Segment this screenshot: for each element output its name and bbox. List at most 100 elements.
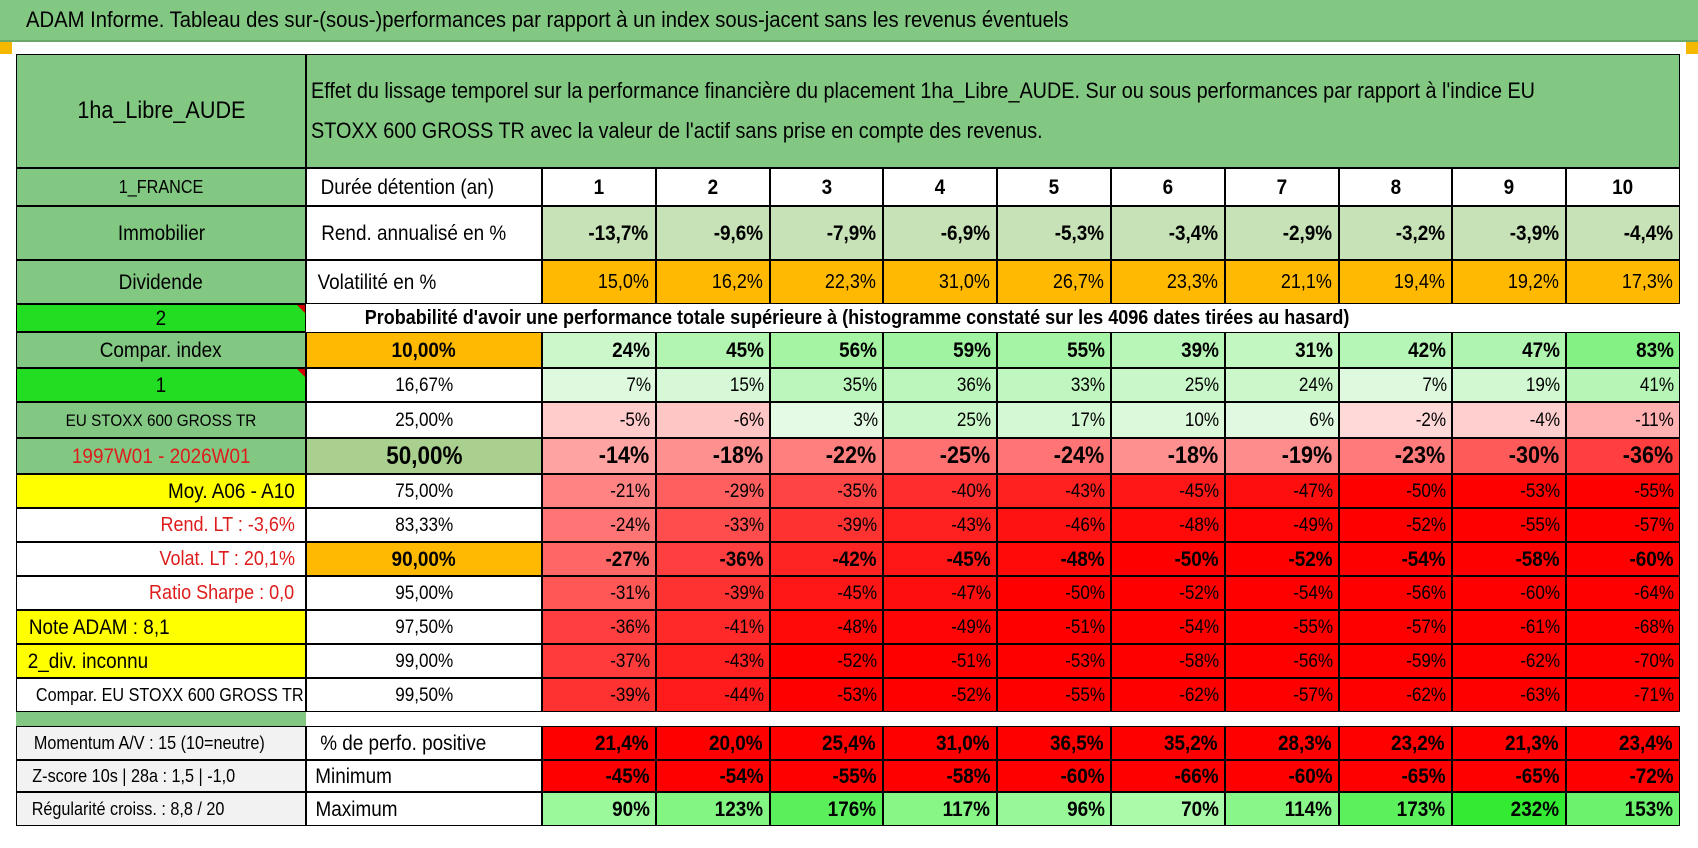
quantile-value: -52% [883,678,997,712]
rend-value-text: -3,4% [1168,221,1219,245]
stats-value-text: -54% [719,764,764,788]
stats-value: 20,0% [656,726,770,760]
year-header: 5 [997,168,1111,206]
quantile-value-text: -42% [832,547,877,571]
duree-label-text: Durée détention (an) [320,175,494,199]
quantile-label: 10,00% [306,332,542,368]
vol-value-text: 23,3% [1167,271,1219,293]
left-label-4-text: Compar. index [100,338,222,362]
quantile-value-text: 41% [1639,374,1675,396]
rend-value-text: -9,6% [713,221,764,245]
year-header: 7 [1225,168,1339,206]
quantile-value-text: -62% [1405,684,1446,706]
quantile-value: -37% [542,644,656,678]
vol-value-text: 21,1% [1281,271,1333,293]
left-label-4: Compar. index [16,332,306,368]
quantile-label-text: 50,00% [385,441,463,470]
quantile-value-text: -36% [1622,442,1674,469]
quantile-value: -70% [1566,644,1680,678]
stats-value: 70% [1111,792,1225,826]
quantile-label-text: 25,00% [394,409,453,431]
rend-value: -4,4% [1566,206,1680,260]
quantile-label: 16,67% [306,368,542,402]
quantile-value-text: -6% [733,409,765,431]
quantile-value: -68% [1566,610,1680,644]
stats-value-text: 96% [1067,797,1105,821]
stats-value: 117% [883,792,997,826]
quantile-value-text: -52% [836,650,877,672]
rend-value-text: -2,9% [1282,221,1333,245]
quantile-value-text: 55% [1067,338,1105,362]
quantile-value: -46% [997,508,1111,542]
stats-value: -66% [1111,760,1225,792]
quantile-label: 25,00% [306,402,542,438]
left-label-10-text: Volat. LT : 20,1% [159,548,295,570]
rend-value-text: -4,4% [1623,221,1674,245]
vol-label-text: Volatilité en % [317,270,437,294]
quantile-value: 83% [1566,332,1680,368]
stats-value: -65% [1452,760,1566,792]
quantile-value-text: -52% [1288,547,1333,571]
rend-value: -3,9% [1452,206,1566,260]
left-label-8: Moy. A06 - A10 [16,474,306,508]
stats-value-text: 20,0% [709,731,764,755]
quantile-value-text: -71% [1633,684,1674,706]
left-label-0-text: 1_FRANCE [118,177,204,197]
quantile-value-text: -56% [1292,650,1333,672]
year-header-text: 6 [1162,175,1174,199]
quantile-label-text: 10,00% [391,338,457,362]
quantile-value: -58% [1452,542,1566,576]
rend-value: -6,9% [883,206,997,260]
stats-value: -72% [1566,760,1680,792]
quantile-value-text: -52% [950,684,991,706]
quantile-value: -24% [542,508,656,542]
quantile-label-text: 97,50% [394,616,453,638]
quantile-value-text: -51% [1064,616,1105,638]
separator-bar [16,712,306,726]
stats-value-text: 36,5% [1050,731,1105,755]
year-header: 8 [1339,168,1452,206]
quantile-value-text: -14% [598,442,650,469]
rend-value-text: -6,9% [940,221,991,245]
stats-value-text: 232% [1510,797,1560,821]
year-header-text: 7 [1276,175,1288,199]
quantile-value-text: -63% [1519,684,1560,706]
quantile-value: -58% [1111,644,1225,678]
quantile-value-text: 24% [612,338,650,362]
stats-value: -60% [1225,760,1339,792]
left-label-8-text: Moy. A06 - A10 [168,479,295,503]
quantile-value: -43% [997,474,1111,508]
quantile-value-text: -61% [1519,616,1560,638]
quantile-value-text: 3% [852,409,878,431]
description-cell: Effet du lissage temporel sur la perform… [306,54,1680,168]
stats-label-text: % de perfo. positive [320,731,487,755]
left-label-2-text: Dividende [118,270,204,294]
quantile-value: -50% [997,576,1111,610]
quantile-value-text: -50% [1174,547,1219,571]
quantile-value: -6% [656,402,770,438]
quantile-value-text: -48% [1178,514,1219,536]
probability-title: Probabilité d'avoir une performance tota… [306,304,1680,332]
quantile-value: -35% [770,474,883,508]
quantile-value-text: -23% [1394,442,1446,469]
quantile-value-text: 45% [726,338,764,362]
left-label-14: Compar. EU STOXX 600 GROSS TR [16,678,306,712]
rend-value-text: -7,9% [826,221,877,245]
year-header-text: 5 [1048,175,1060,199]
quantile-value: 42% [1339,332,1452,368]
year-header: 2 [656,168,770,206]
quantile-label: 95,00% [306,576,542,610]
quantile-value: -52% [1225,542,1339,576]
quantile-value-text: -22% [825,442,877,469]
stats-value: 35,2% [1111,726,1225,760]
stats-side-label: Momentum A/V : 15 (10=neutre) [16,726,306,760]
stats-value: 123% [656,792,770,826]
stats-value: 96% [997,792,1111,826]
quantile-value-text: -11% [1635,409,1674,431]
left-label-13: 2_div. inconnu [16,644,306,678]
quantile-value: -39% [770,508,883,542]
quantile-value-text: 83% [1636,338,1674,362]
quantile-value: -55% [1452,508,1566,542]
stats-value-text: 31,0% [936,731,991,755]
quantile-value: -53% [997,644,1111,678]
